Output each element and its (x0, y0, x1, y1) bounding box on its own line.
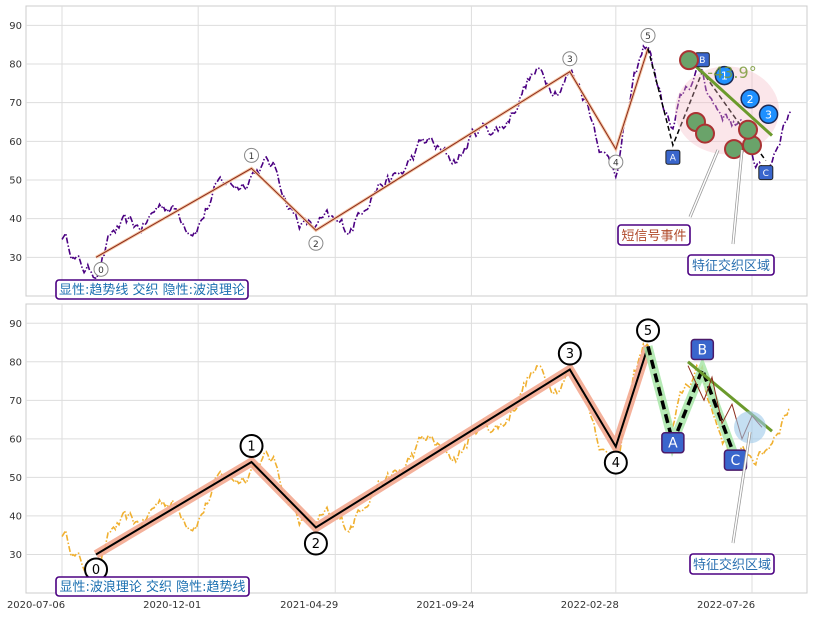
corrective-line (646, 345, 738, 459)
event-label-3: 3 (765, 108, 772, 121)
y-tick-label: 80 (9, 357, 22, 368)
y-tick-label: 50 (9, 473, 22, 484)
wave-marker-3 (562, 51, 578, 67)
annotation-interlace-region: 特征交织区域 (692, 258, 770, 274)
y-tick-label: 40 (9, 214, 22, 225)
panel-caption: 显性:波浪理论 交织 隐性:趋势线 (59, 579, 245, 595)
corrective-label-B: B (698, 343, 708, 359)
annotation-interlace-region-box (689, 553, 775, 575)
wave-label-1: 1 (249, 152, 255, 162)
x-tick-label: 2020-07-06 (7, 600, 65, 611)
wave-marker-1 (239, 433, 264, 458)
annotation-interlace-region: 特征交织区域 (693, 557, 771, 573)
wave-label-3: 3 (567, 55, 573, 65)
y-tick-label: 30 (9, 550, 22, 561)
wave-marker-1 (244, 147, 260, 163)
x-tick-label: 2022-02-28 (561, 600, 619, 611)
y-tick-label: 70 (9, 396, 22, 407)
wave-label-2: 2 (312, 537, 320, 552)
corrective-label-C: C (731, 453, 741, 469)
y-tick-label: 60 (9, 434, 22, 445)
annotation-arrow-inner (689, 149, 719, 218)
corrective-label-A: A (668, 436, 678, 452)
wave-marker-4 (603, 450, 628, 475)
wave-label-5: 5 (645, 32, 651, 42)
annotation-arrow-inner (732, 149, 743, 245)
wave-label-3: 3 (566, 347, 574, 362)
wave-label-4: 4 (612, 456, 620, 471)
corrective-label-B: B (699, 56, 705, 66)
annotation-arrow-inner (732, 431, 751, 544)
wave-marker-5 (640, 28, 656, 44)
y-tick-label: 90 (9, 319, 22, 330)
panel-caption: 显性:趋势线 交织 隐性:波浪理论 (59, 282, 245, 298)
plot-area (25, 5, 808, 297)
signal-note-marker (679, 50, 699, 71)
interlace-region (734, 411, 766, 444)
plot-area (25, 303, 808, 594)
x-tick-label: 2020-12-01 (143, 600, 201, 611)
annotation-short-signal-box (617, 224, 691, 246)
x-tick-label: 2021-09-24 (416, 600, 474, 611)
y-tick-label: 60 (9, 137, 22, 148)
wave-label-2: 2 (313, 240, 319, 250)
corrective-label-C: C (763, 169, 769, 179)
wave-marker-2 (303, 531, 328, 556)
signal-note-marker (738, 119, 758, 140)
wave-marker-0 (93, 261, 109, 277)
trend-line (95, 48, 649, 258)
signal-note-marker (695, 123, 715, 144)
price-series-line (61, 44, 792, 280)
x-tick-label: 2021-04-29 (280, 600, 338, 611)
wave-marker-5 (636, 318, 661, 343)
y-tick-label: 90 (9, 21, 22, 32)
wave-label-0: 0 (98, 266, 104, 276)
panel-caption-box (55, 576, 250, 597)
y-tick-label: 70 (9, 98, 22, 109)
wave-marker-2 (308, 235, 324, 251)
annotation-short-signal: 短信号事件 (621, 229, 686, 244)
panel-top: 30405060708090012345ABC123-43.9°短信号事件特征交… (9, 5, 808, 300)
angle-trendline (687, 59, 774, 137)
wave-label-4: 4 (613, 159, 619, 169)
event-label-1: 1 (721, 70, 728, 83)
event-label-2: 2 (747, 93, 754, 106)
event-marker-1 (714, 65, 735, 86)
y-tick-label: 50 (9, 176, 22, 187)
y-tick-label: 30 (9, 253, 22, 264)
corrective-marker-C (758, 165, 774, 181)
corrective-line (647, 48, 767, 162)
wave-label-0: 0 (92, 563, 100, 578)
panel-caption-box (55, 279, 249, 300)
angle-label: -43.9° (707, 63, 756, 82)
corrective-label-A: A (670, 154, 677, 164)
wave-marker-4 (608, 154, 624, 170)
y-tick-label: 40 (9, 511, 22, 522)
x-tick-label: 2022-07-26 (697, 600, 755, 611)
event-marker-3 (758, 104, 779, 125)
corrective-marker-B (690, 338, 715, 361)
wave-label-1: 1 (247, 439, 255, 454)
y-tick-label: 80 (9, 60, 22, 71)
event-marker-2 (740, 89, 760, 109)
corrective-marker-A (661, 431, 685, 454)
annotation-interlace-region-box (687, 254, 775, 276)
wave-line (95, 346, 649, 556)
wave-marker-3 (557, 341, 582, 366)
wave-label-5: 5 (644, 324, 652, 339)
corrective-marker-A (665, 149, 681, 165)
